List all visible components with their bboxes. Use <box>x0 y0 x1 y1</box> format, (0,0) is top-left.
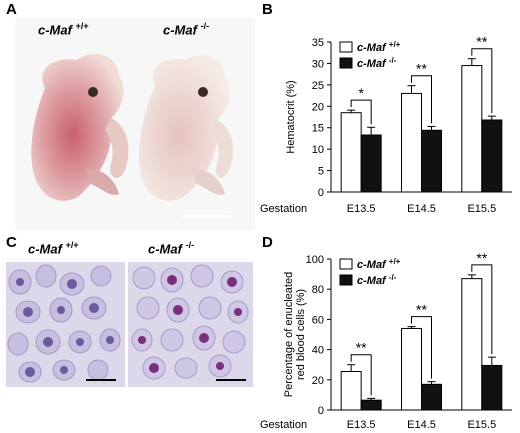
bar-knockout <box>360 399 382 411</box>
bar-knockout <box>421 129 442 193</box>
legend-swatch-wildtype <box>339 258 353 270</box>
bar-wildtype <box>461 278 483 411</box>
y-tick-label: 20 <box>312 101 324 113</box>
x-tick-label: E15.5 <box>467 203 496 215</box>
significance-marker: ** <box>416 302 427 318</box>
x-tick-label: E13.5 <box>347 203 376 215</box>
significance-bracket <box>411 75 432 124</box>
scale-bar-c-wildtype <box>86 379 116 381</box>
gestation-label: Gestation <box>260 203 307 215</box>
y-tick-label: 35 <box>312 37 324 49</box>
blood-smear-knockout <box>128 262 253 387</box>
bar-wildtype <box>401 92 422 193</box>
scale-bar <box>183 215 231 218</box>
legend-label-wildtype: c-Maf +/+ <box>357 257 401 271</box>
label-wildtype-a: c-Maf +/+ <box>38 21 89 38</box>
bar-wildtype <box>461 65 483 193</box>
scale-bar-c-knockout <box>216 379 246 381</box>
bar-knockout <box>421 383 442 411</box>
bar-wildtype <box>340 112 362 193</box>
significance-bracket <box>350 354 372 396</box>
significance-marker: ** <box>476 250 487 266</box>
legend-label-knockout: c-Maf -/- <box>357 273 397 287</box>
y-tick-label: 100 <box>306 254 324 266</box>
x-tick-label: E15.5 <box>467 419 496 431</box>
bar-knockout <box>481 364 503 411</box>
significance-bracket <box>471 264 493 355</box>
label-wildtype-c: c-Maf +/+ <box>28 240 79 257</box>
label-knockout-a: c-Maf -/- <box>163 21 210 38</box>
y-tick-label: 30 <box>312 58 324 70</box>
smear-knockout-illustration <box>131 264 249 381</box>
significance-marker: ** <box>416 61 427 77</box>
y-tick-label: 0 <box>318 405 324 417</box>
y-tick-label: 10 <box>312 144 324 156</box>
legend-swatch-knockout <box>339 57 353 69</box>
y-tick-label: 0 <box>318 187 324 199</box>
bar-wildtype <box>401 327 422 411</box>
significance-marker: ** <box>356 340 367 356</box>
embryo-wildtype <box>31 53 129 201</box>
significance-bracket <box>411 316 432 379</box>
y-axis-label: Percentage of enucleated <box>283 272 295 397</box>
y-tick-label: 40 <box>312 345 324 357</box>
label-knockout-c: c-Maf -/- <box>148 240 195 257</box>
smear-wildtype-illustration <box>7 264 121 383</box>
x-tick-label: E13.5 <box>347 419 376 431</box>
bar-knockout <box>360 134 382 193</box>
blood-smear-wildtype <box>6 262 125 387</box>
y-axis-label: Hematocrit (%) <box>285 80 297 153</box>
x-tick-label: E14.5 <box>407 203 436 215</box>
chart-enucleated: Percentage of enucleated red blood cells … <box>260 250 512 431</box>
panel-letter-a: A <box>6 1 17 18</box>
y-tick-label: 5 <box>318 166 324 178</box>
significance-marker: ** <box>476 34 487 50</box>
bar-wildtype <box>340 370 362 411</box>
chart-hematocrit: Hematocrit (%) 0 5 10 15 20 25 30 35 * E13.5 ** E14.… <box>260 34 512 215</box>
bar-knockout <box>481 119 503 193</box>
embryo-knockout <box>139 55 233 201</box>
embryo-illustration <box>31 53 233 218</box>
gestation-label: Gestation <box>260 419 307 431</box>
significance-bracket <box>350 99 372 125</box>
significance-bracket <box>471 48 493 114</box>
panel-letter-d: D <box>262 234 273 251</box>
y-tick-label: 15 <box>312 123 324 135</box>
legend-swatch-wildtype <box>339 41 353 53</box>
significance-marker: * <box>358 85 364 101</box>
panel-letter-b: B <box>262 1 273 18</box>
embryo-photo <box>15 18 255 230</box>
y-tick-label: 25 <box>312 80 324 92</box>
panel-letter-c: C <box>6 234 17 251</box>
y-tick-label: 20 <box>312 375 324 387</box>
legend-label-wildtype: c-Maf +/+ <box>357 40 401 54</box>
x-tick-label: E14.5 <box>407 419 436 431</box>
legend-swatch-knockout <box>339 274 353 286</box>
y-axis-label: red blood cells (%) <box>295 289 307 380</box>
y-tick-label: 60 <box>312 314 324 326</box>
y-tick-label: 80 <box>312 284 324 296</box>
legend-label-knockout: c-Maf -/- <box>357 56 397 70</box>
